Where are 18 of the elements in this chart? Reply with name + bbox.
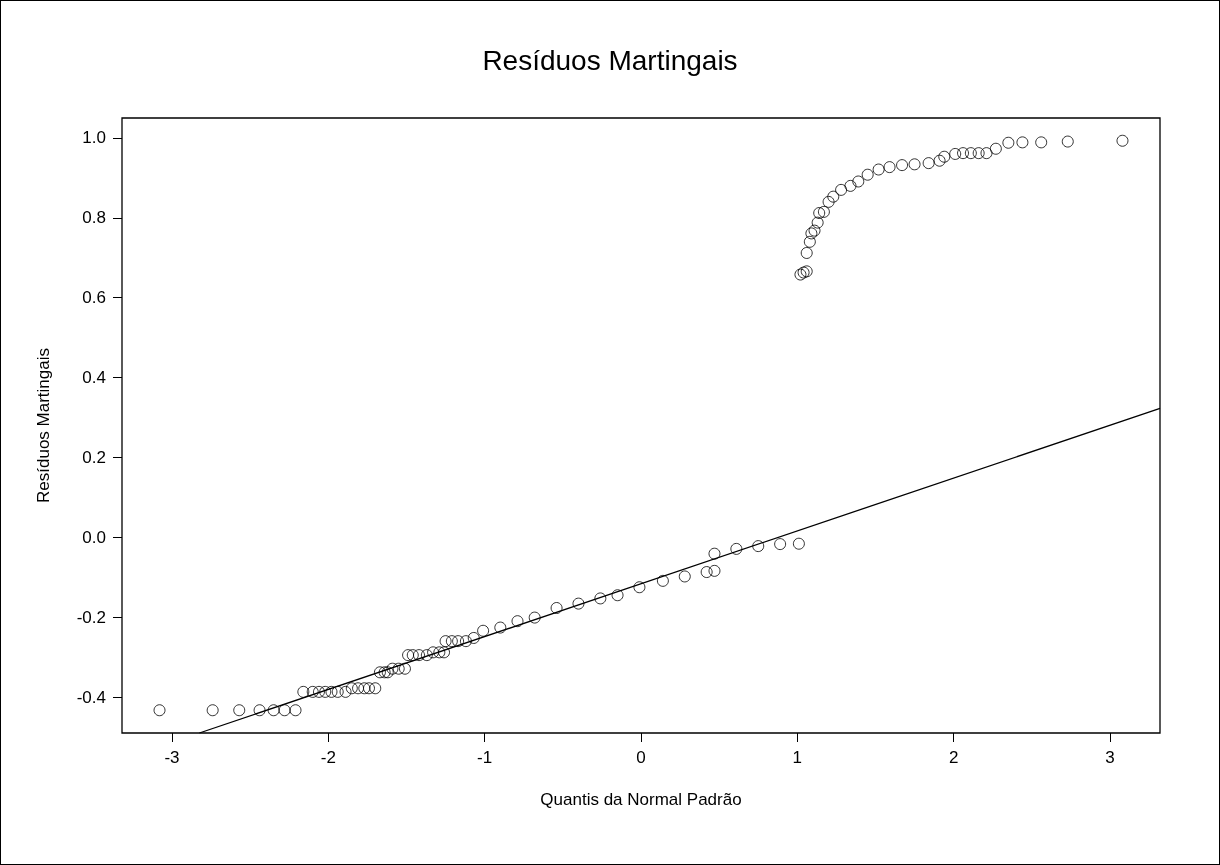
y-tick-label: 0.6 [82,288,106,308]
x-tick-label: -3 [164,748,180,767]
y-tick-label: 0.2 [82,447,106,467]
y-tick-label: -0.2 [76,607,106,627]
y-tick-label: 0.0 [82,527,106,547]
y-axis-title: Resíduos Martingais [34,348,53,503]
x-tick-label: -1 [477,748,493,767]
x-tick-label: 2 [948,748,959,767]
y-tick-label: -0.4 [76,687,106,707]
x-tick-label: 1 [792,748,803,767]
x-tick-label: 0 [636,748,646,767]
y-tick-label: 0.4 [82,368,106,388]
x-axis-title: Quantis da Normal Padrão [540,790,742,809]
chart-title: Resíduos Martingais [482,44,738,76]
x-tick-label: -2 [320,748,336,767]
y-tick-label: 1.0 [82,128,106,148]
y-tick-label: 0.8 [82,208,106,228]
x-tick-label: 3 [1105,748,1115,767]
